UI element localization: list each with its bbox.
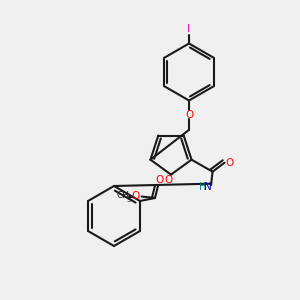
Text: O: O	[155, 175, 164, 185]
Text: N: N	[204, 182, 212, 192]
Text: 3: 3	[126, 196, 131, 202]
Text: O: O	[226, 158, 234, 168]
Text: H: H	[199, 182, 206, 192]
Text: I: I	[188, 24, 190, 34]
Text: CH: CH	[117, 191, 130, 200]
Text: O: O	[185, 110, 193, 120]
Text: O: O	[164, 175, 173, 185]
Text: O: O	[131, 191, 140, 201]
